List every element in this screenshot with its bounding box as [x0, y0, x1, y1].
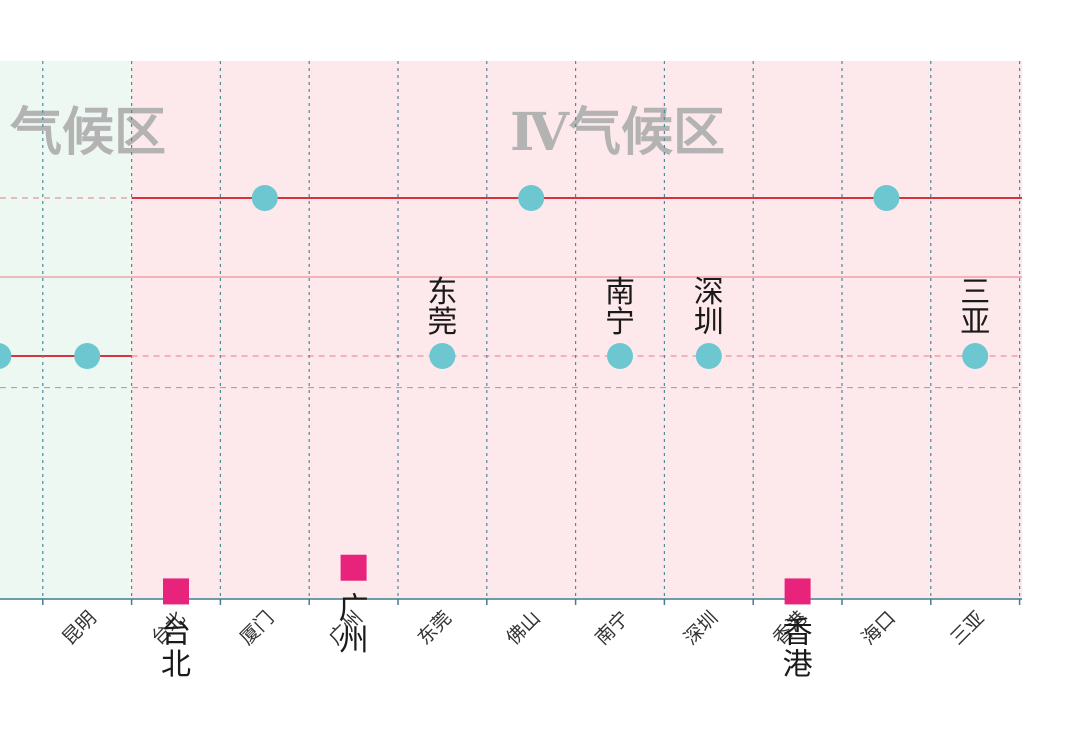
circle-marker-label: 宁: [605, 305, 635, 340]
square-marker-label: 北: [161, 647, 191, 682]
x-tick-label: 海口: [857, 607, 899, 649]
square-marker-label: 台: [161, 615, 191, 650]
zone-left-title: 气候区: [10, 102, 166, 163]
circle-marker-label: 亚: [960, 305, 990, 340]
square-marker: [163, 578, 189, 605]
circle-marker: [74, 343, 101, 369]
circle-marker: [251, 185, 278, 211]
zone-left-background: [0, 61, 132, 599]
circle-marker-label: 圳: [694, 305, 724, 340]
circle-marker-label: 深: [694, 275, 724, 310]
circle-marker-label: 莞: [427, 305, 457, 340]
circle-marker-label: 东: [427, 275, 457, 310]
zone-right-background: [131, 61, 1023, 599]
x-tick-label: 南宁: [591, 607, 633, 649]
x-tick-label: 厦门: [236, 607, 278, 649]
circle-marker: [518, 185, 545, 211]
square-marker-label: 港: [783, 647, 813, 682]
zone-right-title: Ⅳ气候区: [510, 102, 725, 163]
x-tick-label: 三亚: [946, 607, 988, 649]
circle-marker-label: 三: [960, 275, 990, 310]
circle-marker: [962, 343, 989, 369]
circle-marker: [0, 343, 12, 369]
x-tick-label: 深圳: [680, 607, 722, 649]
circle-marker-label: 南: [605, 275, 635, 310]
circle-marker: [607, 343, 633, 369]
square-marker: [784, 578, 811, 605]
circle-marker: [873, 185, 900, 211]
x-tick-label: 佛山: [502, 607, 544, 649]
square-marker-label: 香: [783, 615, 813, 650]
circle-marker: [429, 343, 456, 369]
square-marker-label: 广: [339, 592, 369, 627]
x-tick-label: 东莞: [413, 607, 455, 649]
circle-marker: [695, 343, 722, 369]
x-tick-label: 昆明: [58, 607, 100, 649]
square-marker: [340, 554, 367, 581]
square-marker-label: 州: [339, 624, 369, 659]
